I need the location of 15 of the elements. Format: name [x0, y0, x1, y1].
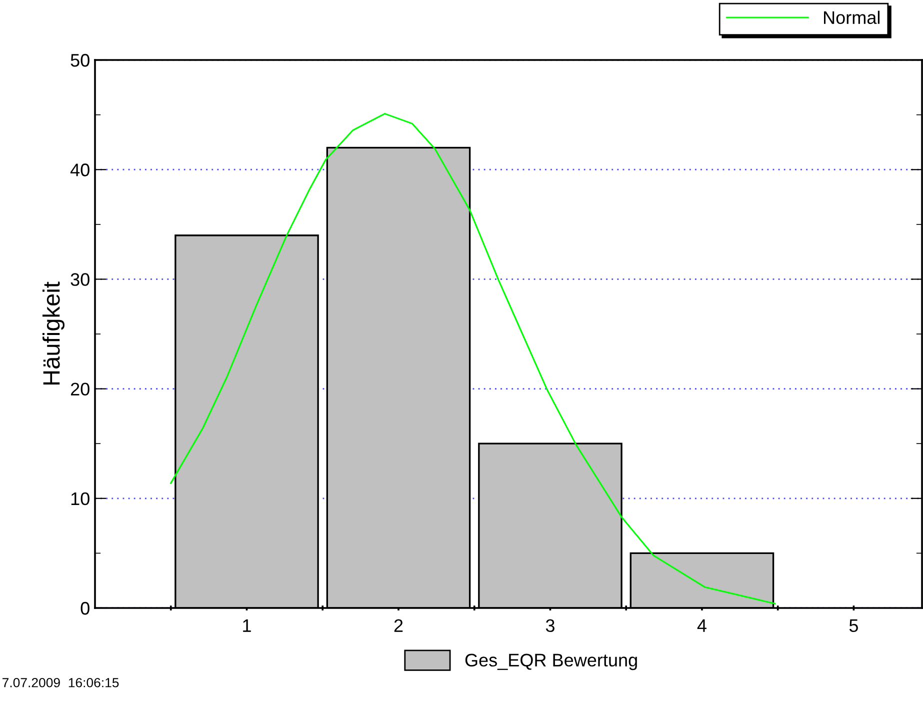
y-tick-label: 10: [71, 492, 90, 506]
y-tick-label: 0: [80, 602, 90, 615]
y-axis-title: Häufigkeit: [42, 282, 64, 385]
y-tick-label: 30: [70, 273, 90, 286]
legend-label: Ges_EQR Bewertung: [465, 654, 637, 670]
x-tick-label: 2: [394, 619, 403, 632]
text: 7.07.2009 16:06:15: [2, 678, 119, 688]
y-tick-label: 40: [70, 164, 90, 176]
x-tick-label: 1: [243, 619, 251, 632]
legend-label: Normal: [824, 10, 880, 24]
y-tick-label: 50: [70, 54, 90, 67]
x-tick-label: 3: [546, 619, 554, 632]
x-tick-label: 5: [849, 619, 858, 632]
y-tick-label: 20: [70, 382, 90, 396]
x-tick-label: 4: [697, 619, 706, 632]
